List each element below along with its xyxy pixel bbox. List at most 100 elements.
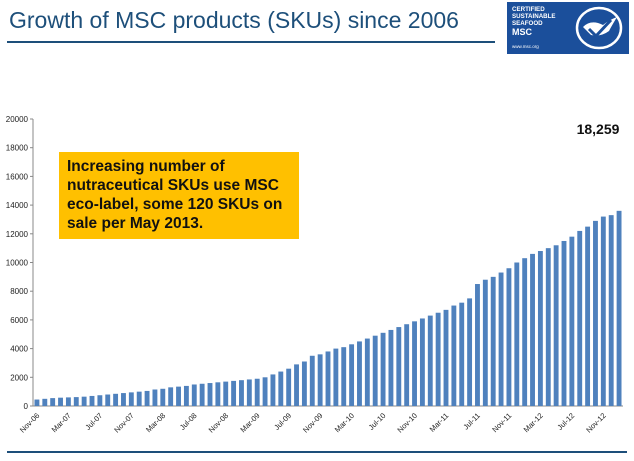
bar-aug-07 bbox=[105, 394, 111, 406]
final-value-label: 18,259 bbox=[577, 121, 620, 137]
bar-nov-09 bbox=[317, 354, 323, 406]
x-tick-label: Mar-11 bbox=[428, 411, 451, 434]
bar-jun-11 bbox=[467, 298, 473, 407]
bar-mar-07 bbox=[65, 397, 71, 406]
bar-may-09 bbox=[270, 374, 276, 406]
y-tick-label: 10000 bbox=[6, 259, 29, 268]
bar-apr-09 bbox=[262, 377, 268, 406]
bar-dec-08 bbox=[231, 380, 237, 406]
bar-sep-09 bbox=[301, 361, 307, 406]
bar-sep-07 bbox=[113, 393, 119, 406]
bar-apr-07 bbox=[73, 397, 79, 406]
bar-jun-10 bbox=[372, 335, 378, 406]
x-tick-label: Nov-11 bbox=[490, 411, 513, 434]
bar-dec-11 bbox=[514, 262, 520, 406]
bar-aug-09 bbox=[294, 364, 299, 406]
y-tick-label: 12000 bbox=[6, 230, 29, 239]
bar-may-10 bbox=[364, 338, 370, 406]
bar-oct-09 bbox=[309, 355, 315, 406]
x-tick-label: Mar-07 bbox=[50, 411, 73, 434]
bar-oct-07 bbox=[121, 393, 126, 406]
x-tick-label: Jul-12 bbox=[555, 411, 576, 432]
logo-line-1: CERTIFIED bbox=[512, 6, 545, 13]
bar-feb-10 bbox=[341, 347, 347, 406]
logo-line-2: SUSTAINABLE bbox=[512, 13, 556, 20]
bar-oct-08 bbox=[215, 382, 221, 406]
bar-sep-11 bbox=[490, 276, 496, 406]
y-tick-label: 8000 bbox=[10, 287, 28, 296]
bar-jan-12 bbox=[522, 258, 528, 406]
x-axis: Nov-06 Mar-07 Jul-07 Nov-07 Mar-08 Jul-08 Nov-… bbox=[18, 405, 623, 435]
title-divider bbox=[7, 41, 495, 43]
bar-nov-06 bbox=[34, 399, 40, 406]
x-tick-label: Nov-07 bbox=[112, 411, 135, 434]
y-tick-label: 16000 bbox=[6, 172, 29, 181]
bar-apr-11 bbox=[451, 305, 457, 406]
bar-nov-12 bbox=[600, 216, 606, 406]
bar-nov-07 bbox=[128, 392, 134, 406]
x-tick-label: Jul-10 bbox=[367, 411, 388, 432]
bar-may-08 bbox=[176, 386, 181, 406]
bar-mar-10 bbox=[349, 344, 355, 406]
bar-jul-08 bbox=[191, 384, 197, 406]
bar-may-07 bbox=[81, 396, 87, 406]
bar-jan-08 bbox=[144, 390, 150, 406]
x-tick-label: Nov-08 bbox=[207, 411, 230, 434]
bar-dec-10 bbox=[419, 318, 425, 406]
x-tick-label: Mar-10 bbox=[333, 411, 356, 434]
bar-jul-10 bbox=[380, 332, 386, 406]
bar-mar-08 bbox=[160, 388, 166, 406]
bar-feb-09 bbox=[246, 379, 252, 406]
bar-sep-08 bbox=[207, 383, 213, 406]
bar-aug-12 bbox=[577, 230, 583, 406]
bar-aug-11 bbox=[482, 279, 488, 406]
bar-jan-13 bbox=[616, 210, 622, 406]
x-tick-label: Nov-12 bbox=[584, 411, 607, 434]
x-tick-label: Jul-07 bbox=[83, 411, 104, 432]
bar-jun-12 bbox=[561, 240, 567, 406]
bar-sep-12 bbox=[585, 226, 591, 407]
logo-line-3: SEAFOOD bbox=[512, 20, 543, 27]
fish-tick-icon bbox=[575, 6, 623, 50]
bar-jun-07 bbox=[89, 395, 95, 406]
bar-jul-09 bbox=[286, 368, 292, 406]
bar-jan-10 bbox=[333, 348, 339, 406]
bar-feb-11 bbox=[435, 312, 441, 406]
bar-feb-12 bbox=[530, 253, 535, 406]
x-tick-label: Mar-08 bbox=[144, 411, 167, 434]
bar-jan-07 bbox=[50, 398, 56, 406]
bar-dec-12 bbox=[608, 215, 614, 406]
bar-sep-10 bbox=[396, 327, 402, 406]
y-tick-label: 14000 bbox=[6, 201, 29, 210]
bar-jan-11 bbox=[427, 315, 433, 406]
bar-may-12 bbox=[553, 245, 559, 406]
bar-dec-09 bbox=[325, 351, 331, 406]
x-tick-label: Jul-08 bbox=[178, 411, 199, 432]
bar-dec-07 bbox=[136, 391, 142, 406]
y-tick-label: 4000 bbox=[10, 345, 28, 354]
x-tick-label: Nov-09 bbox=[301, 411, 324, 434]
bar-jul-11 bbox=[475, 284, 480, 406]
bar-apr-08 bbox=[168, 387, 174, 406]
logo-brand: MSC bbox=[512, 27, 532, 37]
bar-apr-10 bbox=[357, 341, 362, 406]
bar-mar-09 bbox=[254, 378, 260, 406]
y-tick-label: 0 bbox=[24, 402, 29, 411]
logo-url: www.msc.org bbox=[512, 44, 539, 49]
bar-apr-12 bbox=[545, 248, 551, 406]
bar-mar-11 bbox=[443, 309, 449, 406]
bar-jul-12 bbox=[569, 236, 575, 406]
bar-mar-12 bbox=[537, 251, 543, 406]
bar-jul-07 bbox=[97, 395, 103, 406]
bar-oct-10 bbox=[404, 324, 410, 406]
y-tick-label: 6000 bbox=[10, 316, 28, 325]
bar-feb-07 bbox=[58, 397, 63, 406]
y-tick-label: 20000 bbox=[6, 115, 29, 124]
x-tick-label: Mar-09 bbox=[238, 411, 261, 434]
y-tick-label: 2000 bbox=[10, 373, 28, 382]
bar-nov-08 bbox=[223, 381, 229, 406]
x-tick-label: Jul-09 bbox=[272, 411, 293, 432]
x-tick-label: Mar-12 bbox=[522, 411, 545, 434]
logo-text: CERTIFIED SUSTAINABLE SEAFOOD MSC bbox=[512, 6, 556, 37]
